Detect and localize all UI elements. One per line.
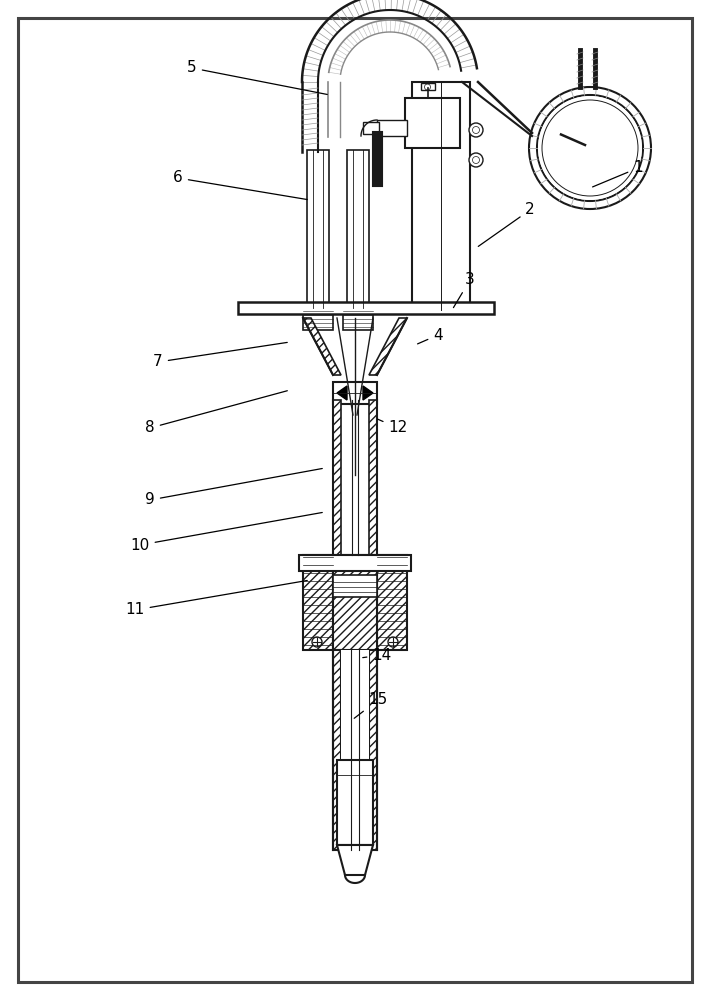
Bar <box>333 575 377 597</box>
Polygon shape <box>337 386 347 400</box>
Bar <box>333 400 341 555</box>
Bar <box>299 555 411 571</box>
Bar <box>307 150 329 308</box>
Bar <box>369 400 377 555</box>
Text: 14: 14 <box>363 648 392 662</box>
Text: 1: 1 <box>593 160 643 187</box>
Polygon shape <box>369 318 407 375</box>
Bar <box>420 83 435 90</box>
Text: 15: 15 <box>354 692 388 718</box>
Text: 4: 4 <box>417 328 443 344</box>
Text: 10: 10 <box>131 512 322 552</box>
Bar <box>405 98 460 148</box>
Text: 12: 12 <box>378 419 408 436</box>
Bar <box>377 120 407 136</box>
Bar <box>377 555 407 650</box>
Bar <box>363 122 379 134</box>
Bar <box>238 302 494 314</box>
Bar <box>333 382 377 404</box>
Bar <box>412 82 470 310</box>
Text: 5: 5 <box>187 60 327 94</box>
Text: 7: 7 <box>153 342 288 369</box>
Text: 8: 8 <box>145 391 288 436</box>
Circle shape <box>469 123 483 137</box>
Text: 6: 6 <box>173 170 307 200</box>
Bar <box>343 308 373 330</box>
Bar <box>337 760 373 845</box>
Polygon shape <box>363 386 373 400</box>
Text: 3: 3 <box>454 272 475 308</box>
Polygon shape <box>337 845 373 875</box>
Bar <box>303 308 333 330</box>
Circle shape <box>469 153 483 167</box>
Bar <box>369 650 377 850</box>
Bar <box>305 306 331 310</box>
Circle shape <box>538 96 642 200</box>
Polygon shape <box>303 318 341 375</box>
Bar <box>341 650 369 850</box>
Bar <box>333 555 377 650</box>
Bar <box>347 150 369 308</box>
Text: 11: 11 <box>126 580 307 617</box>
Bar <box>303 555 333 650</box>
Text: 9: 9 <box>145 468 322 508</box>
Text: 2: 2 <box>479 202 535 246</box>
Circle shape <box>388 637 398 647</box>
Circle shape <box>312 637 322 647</box>
Bar <box>345 306 371 310</box>
Bar <box>333 650 341 850</box>
